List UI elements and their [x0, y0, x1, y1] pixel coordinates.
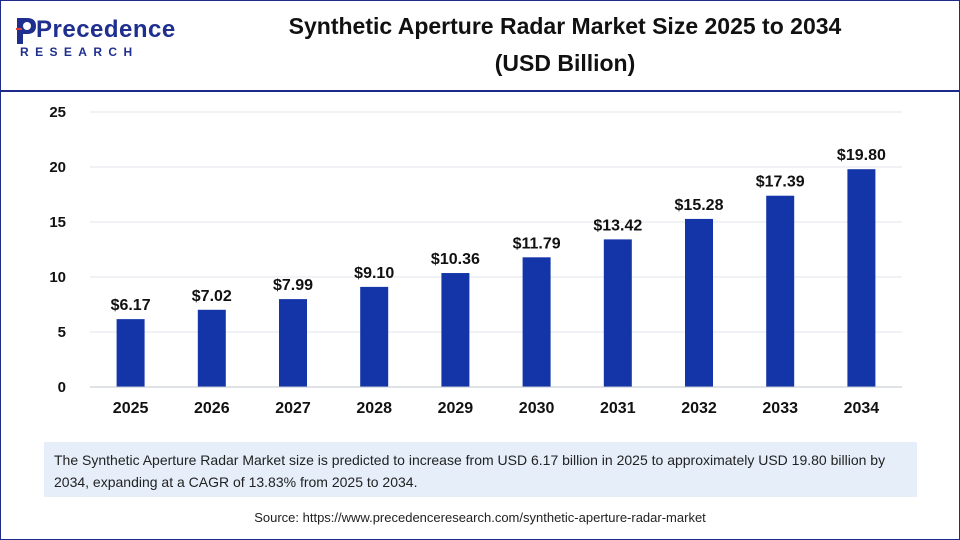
x-tick-label-2030: 2030 — [519, 400, 555, 417]
x-axis-tick-labels: 2025 2026 2027 2028 2029 2030 2031 2032 2033 2034 — [113, 400, 879, 417]
chart-title-line-1: Synthetic Aperture Radar Market Size 202… — [288, 13, 842, 39]
y-tick-label: 5 — [58, 324, 66, 341]
bar-2026 — [197, 309, 226, 387]
y-tick-label: 15 — [49, 214, 66, 231]
summary-text: The Synthetic Aperture Radar Market size… — [44, 442, 917, 497]
bar-2025 — [116, 319, 145, 387]
data-label-2031: $13.42 — [593, 217, 642, 234]
bar-2028 — [360, 286, 389, 387]
bars — [116, 169, 876, 387]
x-tick-label-2026: 2026 — [194, 400, 230, 417]
data-labels: $6.17 $7.02 $7.99 $9.10 $10.36 $11.79 $13.42 $1… — [111, 147, 886, 314]
bar-2027 — [279, 299, 307, 387]
data-label-2026: $7.02 — [192, 288, 232, 305]
header: Precedence RESEARCH Synthetic Aperture R… — [0, 0, 960, 92]
source-text: Source: https://www.precedenceresearch.c… — [254, 510, 706, 525]
x-tick-label-2032: 2032 — [681, 400, 717, 417]
x-tick-label-2034: 2034 — [844, 400, 880, 417]
bar-2034 — [847, 169, 876, 387]
y-tick-label: 20 — [49, 159, 66, 176]
y-tick-label: 10 — [49, 269, 66, 286]
bar-2030 — [522, 257, 551, 387]
chart-title-line-2: (USD Billion) — [494, 50, 636, 76]
x-tick-label-2025: 2025 — [113, 400, 149, 417]
x-tick-label-2031: 2031 — [600, 400, 636, 417]
data-label-2034: $19.80 — [837, 147, 886, 164]
bar-2032 — [685, 218, 713, 387]
logo-subtitle: RESEARCH — [20, 45, 139, 59]
data-label-2027: $7.99 — [273, 277, 313, 294]
data-label-2029: $10.36 — [431, 251, 480, 268]
data-label-2028: $9.10 — [354, 265, 394, 282]
x-tick-label-2029: 2029 — [438, 400, 474, 417]
y-axis-tick-labels: 0 5 10 15 20 25 — [49, 104, 66, 396]
x-tick-label-2027: 2027 — [275, 400, 311, 417]
precedence-research-logo: Precedence RESEARCH — [14, 16, 175, 62]
data-label-2030: $11.79 — [513, 235, 561, 252]
bar-2029 — [441, 273, 470, 387]
data-label-2032: $15.28 — [675, 197, 724, 214]
data-label-2033: $17.39 — [756, 174, 805, 191]
bar-2033 — [766, 195, 795, 387]
x-tick-label-2028: 2028 — [356, 400, 392, 417]
data-label-2025: $6.17 — [111, 297, 151, 314]
logo-word: Precedence — [36, 16, 176, 43]
x-tick-label-2033: 2033 — [762, 400, 798, 417]
chart-title: Synthetic Aperture Radar Market Size 202… — [175, 8, 955, 82]
y-tick-label: 0 — [58, 379, 66, 396]
bar-2031 — [603, 239, 632, 387]
logo-mark-icon — [16, 18, 36, 44]
y-tick-label: 25 — [49, 104, 66, 121]
